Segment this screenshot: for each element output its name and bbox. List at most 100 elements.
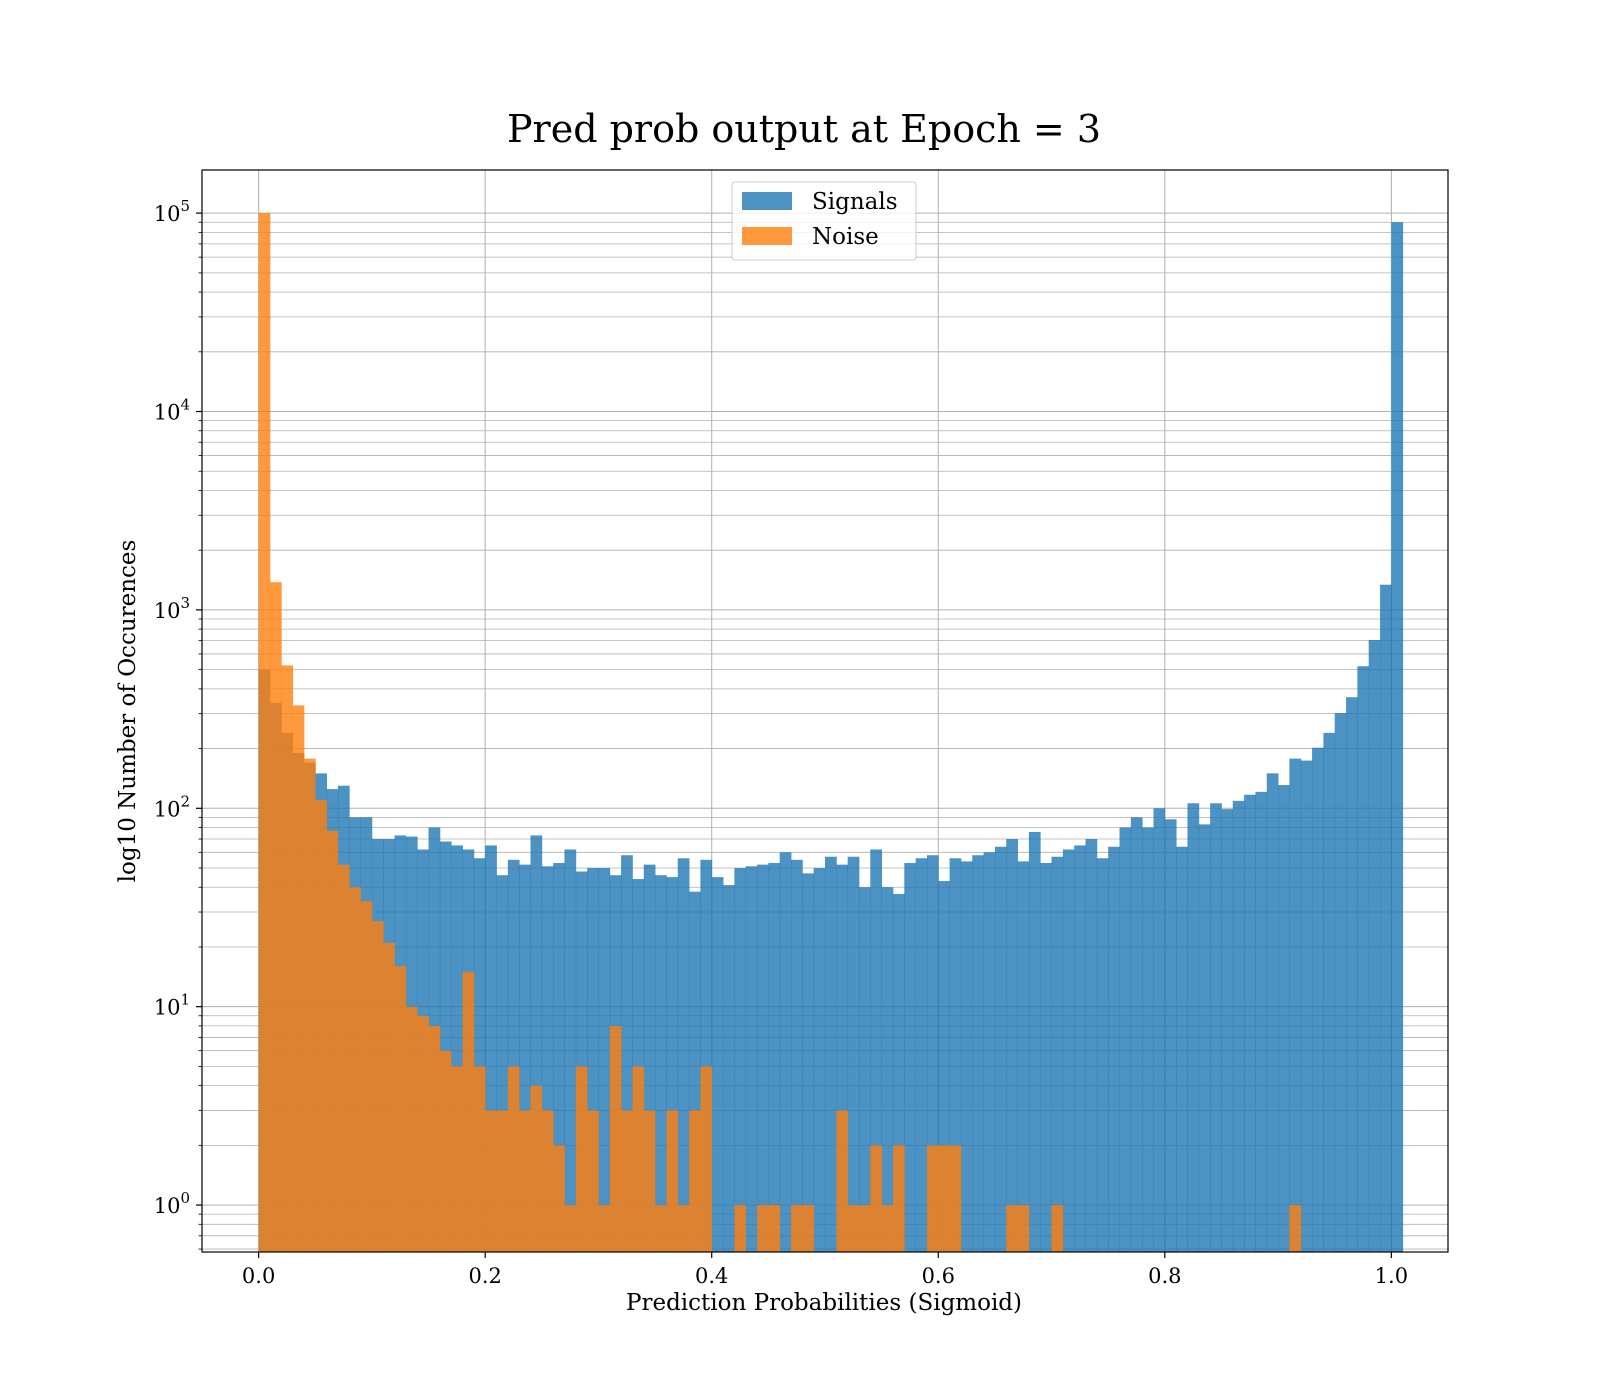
bar-noise-5: [315, 800, 327, 1252]
x-tick-label: 0.0: [242, 1264, 275, 1288]
axes-frame: [201, 169, 1449, 1253]
bar-signals-37: [677, 858, 690, 1252]
bar-noise-17: [451, 1066, 463, 1252]
bar-signals-78: [1142, 827, 1154, 1252]
bar-noise-2: [281, 665, 294, 1252]
bar-signals-21: [496, 875, 509, 1252]
bar-signals-41: [723, 885, 735, 1252]
bar-signals-66: [1006, 839, 1018, 1252]
bar-signals-16: [439, 841, 452, 1252]
x-tick-label: 1.0: [1375, 1264, 1408, 1288]
bar-signals-72: [1074, 845, 1086, 1252]
bar-signals-70: [1051, 856, 1064, 1252]
bar-signals-54: [870, 849, 883, 1252]
bar-noise-66: [1006, 1205, 1018, 1252]
bar-noise-15: [428, 1025, 441, 1252]
bar-signals-95: [1334, 713, 1347, 1252]
bar-signals-74: [1096, 858, 1109, 1252]
bar-signals-90: [1278, 785, 1290, 1252]
bar-signals-55: [881, 887, 894, 1252]
y-tick-label: 100: [154, 1189, 190, 1218]
bar-signals-30: [598, 868, 611, 1252]
y-tick-label: 101: [154, 991, 190, 1020]
x-axis-label: Prediction Probabilities (Sigmoid): [626, 1290, 1022, 1316]
bar-noise-47: [791, 1205, 803, 1252]
bar-noise-11: [383, 942, 395, 1252]
bar-signals-47: [791, 859, 803, 1252]
bar-noise-21: [496, 1110, 509, 1252]
bar-signals-93: [1312, 747, 1324, 1252]
bar-signals-69: [1040, 862, 1052, 1252]
bar-signals-97: [1357, 666, 1370, 1252]
bar-signals-81: [1176, 846, 1188, 1252]
bar-signals-86: [1232, 800, 1245, 1252]
legend-swatch-signals: [742, 192, 792, 210]
y-tick-label: 102: [154, 792, 190, 821]
bar-noise-18: [462, 971, 475, 1252]
bar-noise-14: [417, 1015, 429, 1252]
bar-noise-34: [643, 1110, 656, 1252]
bar-signals-27: [564, 849, 577, 1252]
bar-noise-25: [541, 1110, 554, 1252]
bar-noise-10: [371, 921, 384, 1252]
bar-signals-25: [541, 866, 554, 1252]
bar-noise-48: [802, 1205, 815, 1252]
bar-signals-73: [1085, 839, 1098, 1252]
bar-signals-62: [960, 861, 973, 1252]
bar-signals-33: [632, 879, 645, 1252]
bar-noise-70: [1051, 1205, 1064, 1252]
bar-noise-12: [394, 966, 407, 1252]
bar-signals-42: [734, 868, 747, 1252]
bar-signals-38: [689, 891, 701, 1252]
y-tick-label: 105: [154, 197, 190, 226]
bar-noise-23: [519, 1110, 531, 1252]
bar-signals-98: [1368, 640, 1381, 1252]
bar-signals-75: [1108, 846, 1120, 1252]
bar-signals-100: [1391, 222, 1404, 1252]
bar-noise-7: [337, 864, 350, 1252]
bar-signals-26: [553, 862, 565, 1252]
bar-noise-56: [892, 1145, 905, 1252]
bar-signals-61: [949, 858, 962, 1252]
bar-noise-22: [507, 1066, 520, 1252]
bar-noise-32: [621, 1110, 633, 1252]
plot-area: [201, 169, 1449, 1253]
bar-signals-76: [1119, 827, 1132, 1252]
bar-signals-64: [983, 852, 996, 1252]
bar-signals-46: [779, 852, 792, 1252]
bar-signals-65: [994, 846, 1007, 1252]
y-axis-ticks: 100 101 102 103 104 105: [154, 197, 202, 1250]
bar-signals-24: [530, 835, 543, 1252]
bar-noise-36: [666, 1110, 679, 1252]
bar-signals-44: [757, 864, 769, 1252]
bar-signals-22: [507, 859, 520, 1252]
bar-noise-26: [553, 1145, 565, 1252]
bar-signals-94: [1323, 732, 1336, 1252]
bar-signals-91: [1289, 758, 1302, 1252]
bar-noise-24: [530, 1085, 543, 1252]
bar-signals-59: [926, 855, 939, 1252]
bar-signals-40: [711, 877, 724, 1252]
bar-signals-67: [1017, 861, 1030, 1252]
x-tick-label: 0.2: [468, 1264, 501, 1288]
legend: Signals Noise: [731, 181, 917, 261]
bar-noise-6: [326, 830, 339, 1252]
bar-noise-1: [269, 582, 282, 1252]
bar-noise-19: [473, 1066, 486, 1252]
bar-noise-44: [757, 1205, 769, 1252]
bar-noise-67: [1017, 1205, 1030, 1252]
bar-signals-23: [519, 864, 531, 1252]
bar-signals-52: [847, 856, 860, 1252]
noise-bars: [258, 213, 1302, 1253]
x-tick-label: 0.6: [922, 1264, 955, 1288]
bar-signals-56: [892, 893, 905, 1252]
bar-signals-57: [904, 862, 917, 1252]
bar-signals-43: [745, 866, 758, 1252]
bar-noise-53: [858, 1205, 871, 1252]
bar-noise-31: [609, 1025, 622, 1252]
x-axis-ticks: 0.0 0.2 0.4 0.6 0.8 1.0: [242, 1252, 1408, 1288]
bar-noise-38: [689, 1110, 701, 1252]
bar-signals-45: [768, 862, 781, 1252]
bar-noise-4: [303, 758, 316, 1252]
